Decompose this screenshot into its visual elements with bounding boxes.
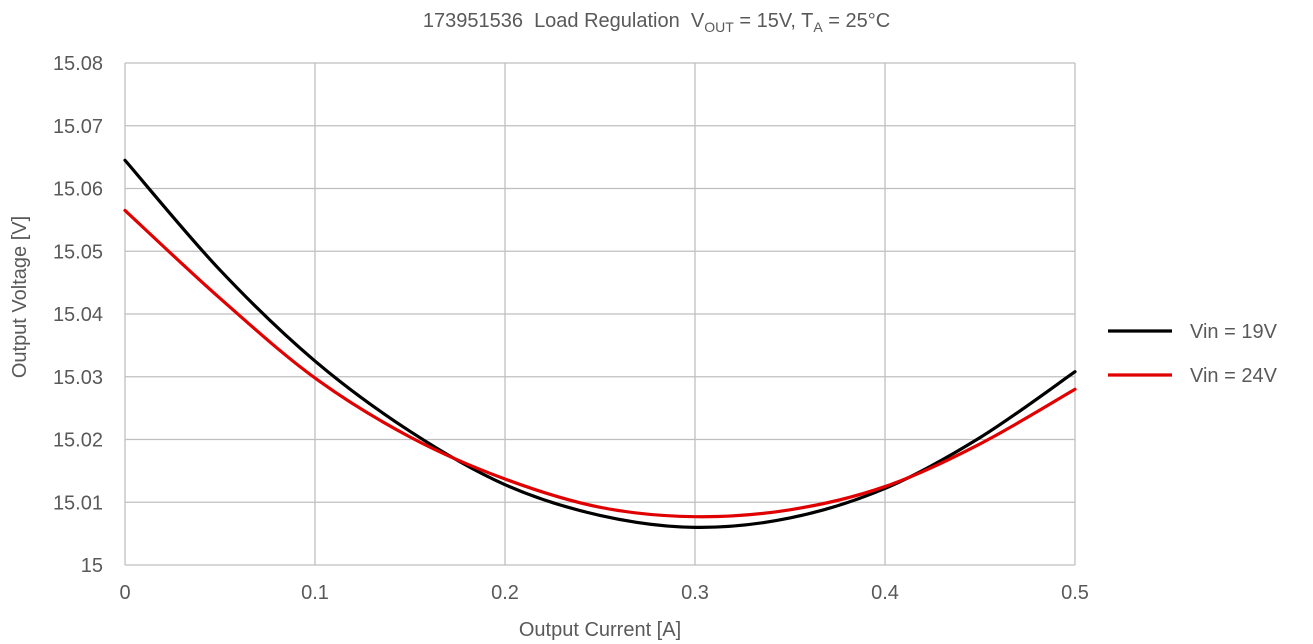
y-tick-label: 15.02 xyxy=(53,430,103,452)
x-axis-label: Output Current [A] xyxy=(519,619,681,641)
ta-subscript: A xyxy=(813,19,823,35)
y-tick-label: 15.01 xyxy=(53,492,103,514)
x-tick-label: 0 xyxy=(119,582,130,604)
y-tick-label: 15.07 xyxy=(53,116,103,138)
y-tick-labels: 15 15.01 15.02 15.03 15.04 15.05 15.06 15.07 15.… xyxy=(53,53,103,577)
x-tick-label: 0.3 xyxy=(681,582,709,604)
vout-value: = 15V, xyxy=(739,10,796,32)
ta-value: = 25°C xyxy=(828,10,891,32)
vout-symbol: V xyxy=(690,10,705,32)
grid xyxy=(124,62,1076,566)
x-tick-labels: 0 0.1 0.2 0.3 0.4 0.5 xyxy=(119,582,1088,604)
x-tick-label: 0.2 xyxy=(491,582,519,604)
series-line-vin-19v xyxy=(123,158,1077,529)
chart-id: 173951536 xyxy=(422,10,523,32)
y-tick-label: 15.05 xyxy=(53,241,103,263)
y-axis-label: Output Voltage [V] xyxy=(9,216,31,378)
x-tick-label: 0.1 xyxy=(301,582,329,604)
series-line-vin-24v xyxy=(123,208,1077,519)
y-tick-label: 15 xyxy=(81,555,103,577)
legend-label-vin-19v: Vin = 19V xyxy=(1190,321,1278,343)
legend-label-vin-24v: Vin = 24V xyxy=(1190,365,1278,387)
x-tick-label: 0.4 xyxy=(871,582,899,604)
legend: Vin = 19V Vin = 24V xyxy=(1108,321,1278,387)
series-lines xyxy=(123,158,1077,529)
chart-title-main: Load Regulation xyxy=(534,10,680,32)
y-tick-label: 15.03 xyxy=(53,367,103,389)
vout-subscript: OUT xyxy=(704,19,734,35)
y-tick-label: 15.04 xyxy=(53,304,103,326)
y-tick-label: 15.06 xyxy=(53,179,103,201)
ta-symbol: T xyxy=(801,10,814,32)
chart-title: 173951536 Load Regulation VOUT = 15V, TA… xyxy=(0,10,1313,35)
x-tick-label: 0.5 xyxy=(1061,582,1089,604)
y-tick-label: 15.08 xyxy=(53,53,103,75)
